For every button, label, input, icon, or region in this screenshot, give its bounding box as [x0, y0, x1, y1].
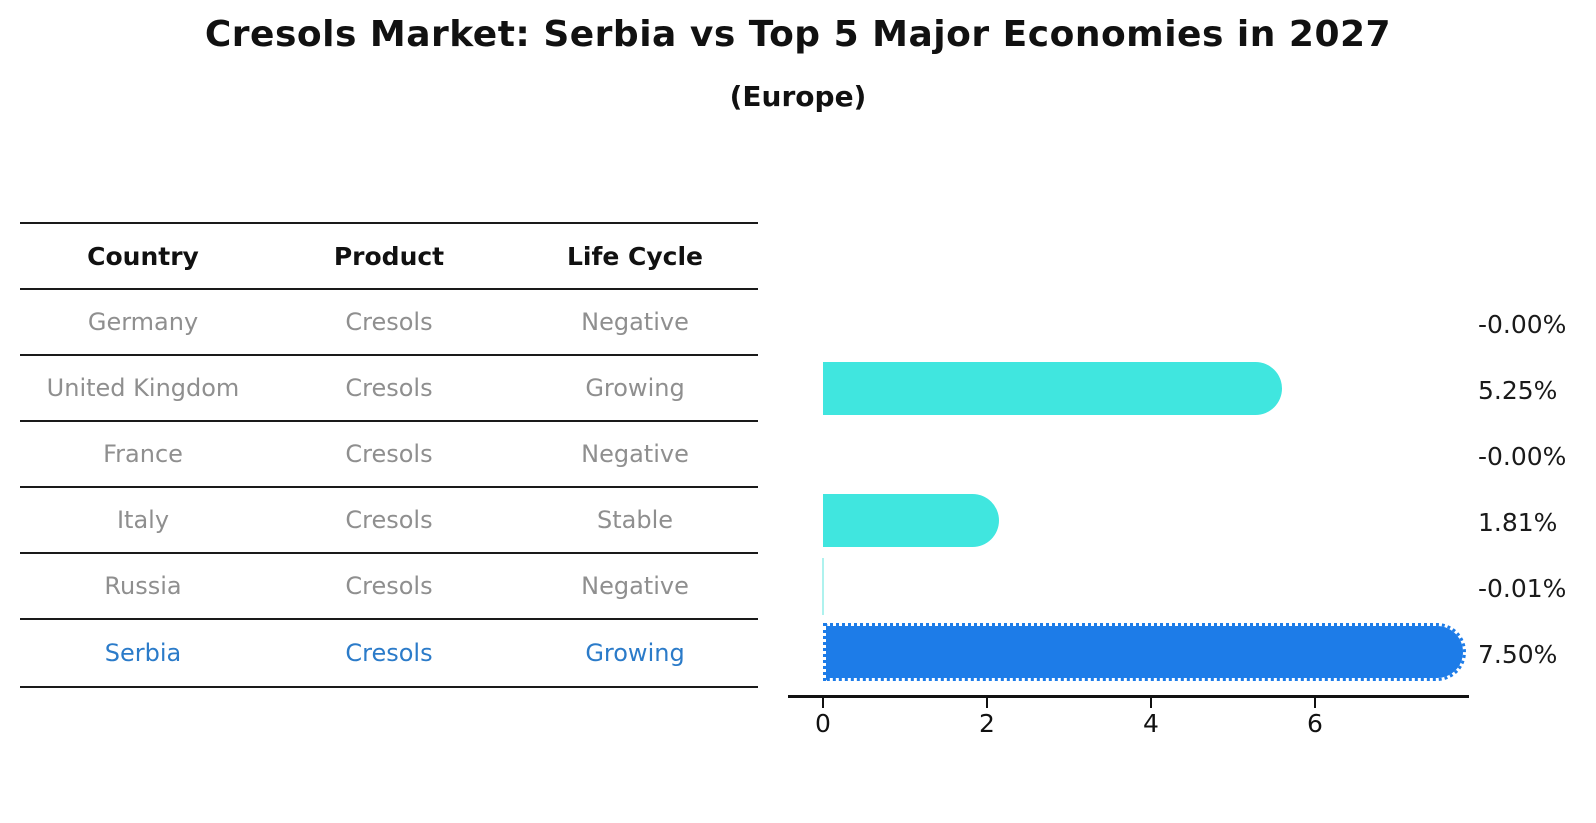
column-header-lifecycle: Life Cycle: [566, 241, 704, 271]
cell-product: Cresols: [345, 440, 433, 468]
x-axis-tick-label: 0: [815, 709, 831, 738]
value-label-Serbia: 7.50%: [1478, 640, 1558, 669]
cell-lifecycle: Stable: [596, 506, 674, 534]
bar-Serbia: [823, 623, 1466, 681]
x-axis-line: [788, 695, 1469, 698]
bar-Italy: [823, 494, 1000, 547]
table-header-row: Country Product Life Cycle: [20, 224, 758, 290]
cell-lifecycle: Negative: [581, 440, 689, 468]
cell-lifecycle: Negative: [581, 308, 689, 336]
x-axis-tick-label: 4: [1143, 709, 1159, 738]
x-axis-tick: [1150, 698, 1152, 708]
x-axis-tick: [1314, 698, 1316, 708]
bar-Russia: [822, 558, 824, 615]
bar-United Kingdom: [823, 362, 1282, 415]
comparison-table: Country Product Life Cycle Germany Creso…: [20, 222, 758, 688]
cell-country: United Kingdom: [46, 374, 240, 402]
cell-lifecycle: Growing: [585, 639, 685, 667]
column-header-country: Country: [87, 241, 199, 271]
cell-product: Cresols: [345, 506, 433, 534]
cell-country: Italy: [116, 506, 170, 534]
table-row: United Kingdom Cresols Growing: [20, 356, 758, 422]
cell-product: Cresols: [345, 308, 433, 336]
table-row: France Cresols Negative: [20, 422, 758, 488]
cell-country: Germany: [87, 308, 199, 336]
cell-product: Cresols: [345, 374, 433, 402]
chart-subtitle: (Europe): [729, 80, 867, 113]
cell-lifecycle: Negative: [581, 572, 689, 600]
cell-product: Cresols: [345, 639, 433, 667]
x-axis-tick: [986, 698, 988, 708]
cell-lifecycle: Growing: [585, 374, 685, 402]
value-label-Germany: -0.00%: [1478, 310, 1567, 339]
cell-country: France: [103, 440, 183, 468]
cell-product: Cresols: [345, 572, 433, 600]
value-label-Russia: -0.01%: [1478, 574, 1567, 603]
value-label-France: -0.00%: [1478, 442, 1567, 471]
cell-country: Serbia: [104, 639, 182, 667]
x-axis-tick-label: 6: [1307, 709, 1323, 738]
value-label-United Kingdom: 5.25%: [1478, 376, 1558, 405]
value-label-Italy: 1.81%: [1478, 508, 1558, 537]
cell-country: Russia: [104, 572, 182, 600]
x-axis-tick: [822, 698, 824, 708]
x-axis-tick-label: 2: [979, 709, 995, 738]
table-row: Germany Cresols Negative: [20, 290, 758, 356]
table-row: Russia Cresols Negative: [20, 554, 758, 620]
chart-title: Cresols Market: Serbia vs Top 5 Major Ec…: [204, 14, 1392, 55]
table-row: Italy Cresols Stable: [20, 488, 758, 554]
column-header-product: Product: [333, 241, 445, 271]
table-row: Serbia Cresols Growing: [20, 620, 758, 688]
